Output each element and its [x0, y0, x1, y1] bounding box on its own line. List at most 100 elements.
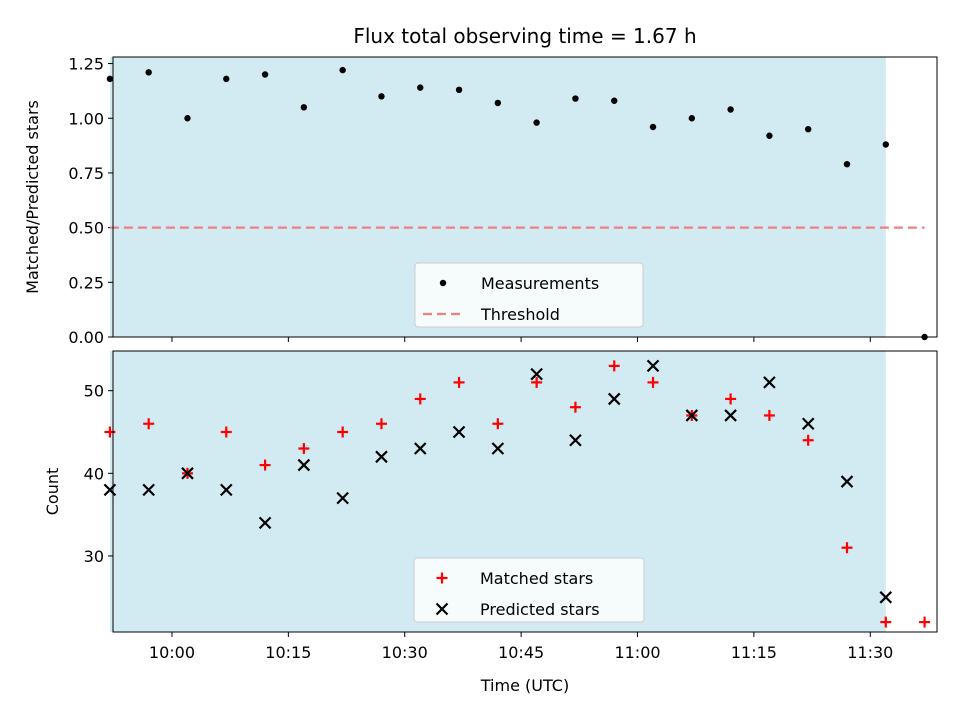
data-point [607, 392, 621, 406]
data-point [378, 93, 385, 100]
data-point [611, 97, 618, 104]
data-point [413, 442, 427, 455]
data-point [491, 442, 505, 455]
data-point [649, 123, 657, 131]
data-point [455, 86, 463, 94]
data-point [763, 376, 776, 389]
plot-frame [112, 350, 938, 633]
data-point [919, 616, 931, 628]
data-point [184, 115, 191, 122]
data-point [802, 434, 814, 446]
plot-frame [112, 56, 938, 338]
series-measurements [106, 66, 928, 341]
x-tick-label: 10:15 [265, 643, 311, 662]
legend-box [414, 262, 644, 328]
data-point [145, 69, 152, 76]
data-point [453, 376, 465, 388]
data-point [106, 75, 114, 83]
data-point [725, 393, 737, 405]
data-point [220, 426, 232, 438]
x-tick-label: 10:00 [149, 643, 195, 662]
y-tick-label: 0.75 [68, 164, 104, 183]
data-point [414, 393, 426, 405]
data-point [766, 132, 773, 139]
y-tick-label: 50 [84, 382, 104, 401]
data-point [882, 141, 889, 148]
data-point [763, 409, 775, 421]
chart-title: Flux total observing time = 1.67 h [353, 24, 696, 48]
data-point [339, 66, 346, 74]
data-point [840, 475, 854, 488]
legend: Matched stars Predicted stars [413, 557, 645, 623]
data-point [259, 459, 271, 471]
data-point [880, 616, 892, 628]
data-point [298, 443, 310, 455]
data-point [452, 425, 466, 439]
y-tick-label: 40 [84, 464, 104, 483]
data-point [492, 418, 504, 430]
data-point [533, 119, 540, 126]
data-point [375, 450, 388, 464]
legend-swatch [439, 279, 447, 287]
x-tick-label: 10:45 [498, 643, 544, 662]
y-axis-title: Matched/Predicted stars [23, 100, 42, 294]
data-point [417, 84, 424, 91]
data-point [569, 433, 582, 447]
y-tick-label: 30 [84, 547, 104, 566]
x-tick-label: 11:30 [847, 643, 893, 662]
data-point [337, 426, 349, 438]
data-point [608, 360, 620, 372]
data-point [879, 591, 893, 604]
legend-label: Predicted stars [480, 600, 600, 619]
data-point [258, 516, 272, 530]
data-point [375, 418, 387, 430]
data-point [220, 483, 233, 497]
y-tick-label: 0.25 [68, 273, 104, 292]
count-panel: 30 40 50 10:00 10:15 10:30 10:45 11:00 11:15 11:3… [43, 350, 938, 662]
series-predicted-stars [103, 359, 893, 604]
y-tick-label: 0.00 [68, 328, 104, 347]
data-point [300, 104, 308, 111]
legend-label: Measurements [481, 274, 599, 293]
data-point [727, 106, 734, 113]
legend-swatch [436, 572, 448, 584]
data-point [688, 115, 696, 122]
data-point [181, 467, 194, 480]
data-point [530, 367, 543, 381]
data-point [841, 542, 853, 554]
data-point [531, 376, 543, 388]
y-tick-label: 1.25 [68, 55, 104, 74]
data-point [103, 483, 117, 497]
legend-swatch [435, 602, 449, 616]
data-point [572, 95, 579, 102]
legend-label: Matched stars [480, 569, 593, 588]
data-point [261, 71, 269, 78]
legend-box [413, 557, 645, 623]
legend-label: Threshold [480, 305, 560, 324]
data-point [142, 483, 155, 497]
legend: Measurements Threshold [414, 262, 644, 328]
data-point [843, 160, 851, 168]
data-point [801, 417, 815, 431]
data-point [143, 418, 155, 430]
data-point [494, 99, 502, 107]
x-tick-label: 11:15 [731, 643, 777, 662]
y-tick-label: 1.00 [68, 109, 104, 128]
data-point [646, 359, 660, 373]
y-axis-title: Count [43, 468, 62, 516]
data-point [104, 426, 116, 438]
x-axis-title: Time (UTC) [480, 676, 569, 695]
data-point [805, 125, 812, 133]
data-point [297, 458, 311, 472]
data-point [223, 75, 230, 83]
ratio-panel: 0.00 0.25 0.50 0.75 1.00 1.25 Matched/Predicte… [23, 55, 938, 347]
x-tick-label: 10:30 [382, 643, 428, 662]
data-point [724, 409, 737, 422]
data-point [569, 401, 581, 413]
data-point [685, 409, 699, 422]
data-point [647, 376, 659, 388]
data-point [336, 491, 349, 505]
y-tick-label: 0.50 [68, 219, 104, 238]
x-tick-label: 11:00 [614, 643, 660, 662]
